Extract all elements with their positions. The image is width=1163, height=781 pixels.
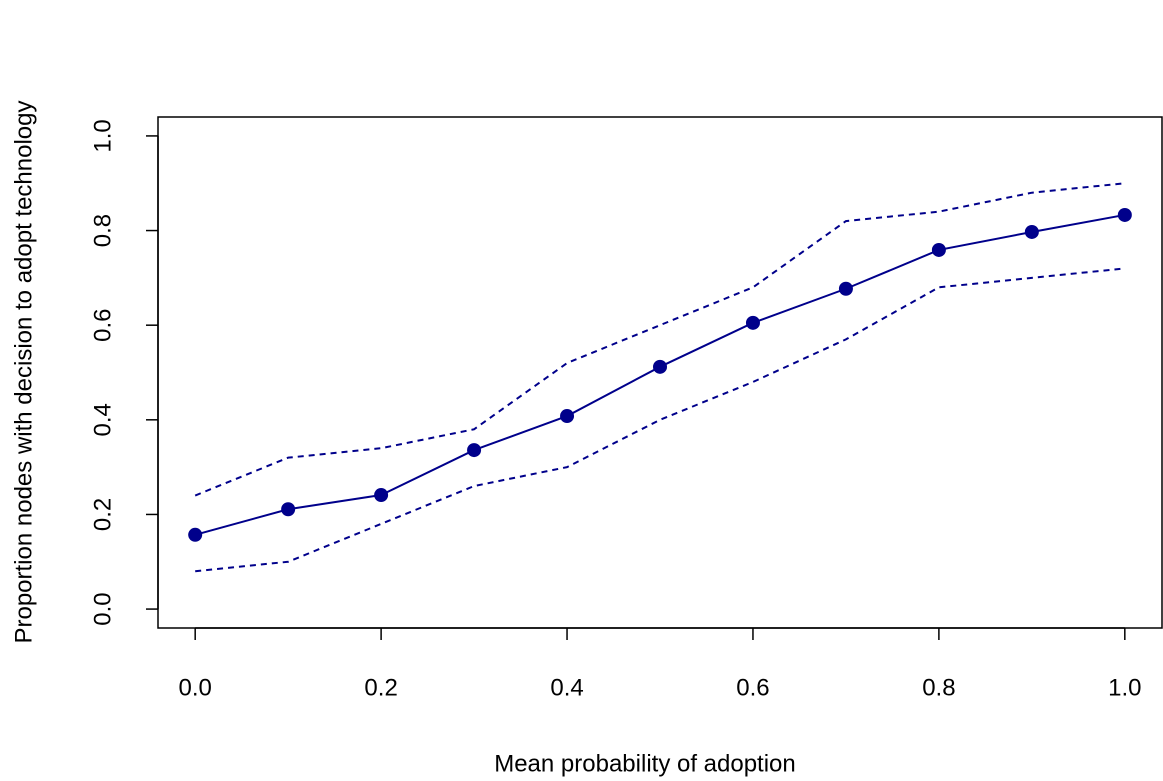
- x-tick-label: 0.2: [364, 674, 397, 701]
- point: [560, 409, 575, 424]
- y-tick-label: 0.0: [89, 592, 116, 625]
- x-tick-label: 0.0: [178, 674, 211, 701]
- y-tick-label: 0.6: [89, 308, 116, 341]
- y-axis-label: Proportion nodes with decision to adopt …: [10, 100, 37, 643]
- point: [653, 359, 667, 374]
- point: [374, 488, 389, 503]
- point: [931, 242, 946, 257]
- point: [467, 443, 482, 458]
- y-tick-label: 0.4: [89, 403, 116, 436]
- x-axis-label: Mean probability of adoption: [494, 750, 796, 777]
- x-tick-label: 0.6: [736, 674, 769, 701]
- series-line: [194, 182, 1125, 497]
- point: [281, 502, 296, 517]
- x-tick-label: 1.0: [1108, 674, 1141, 701]
- series-line: [194, 213, 1125, 536]
- y-tick-label: 1.0: [89, 119, 116, 152]
- point: [838, 281, 853, 296]
- point: [188, 527, 203, 542]
- x-tick-label: 0.4: [550, 674, 583, 701]
- point: [1024, 224, 1039, 239]
- x-tick-label: 0.8: [922, 674, 955, 701]
- y-tick-label: 0.8: [89, 214, 116, 247]
- series-line: [195, 267, 1125, 573]
- y-tick-label: 0.2: [89, 498, 116, 531]
- point: [1117, 207, 1132, 222]
- point: [745, 315, 760, 330]
